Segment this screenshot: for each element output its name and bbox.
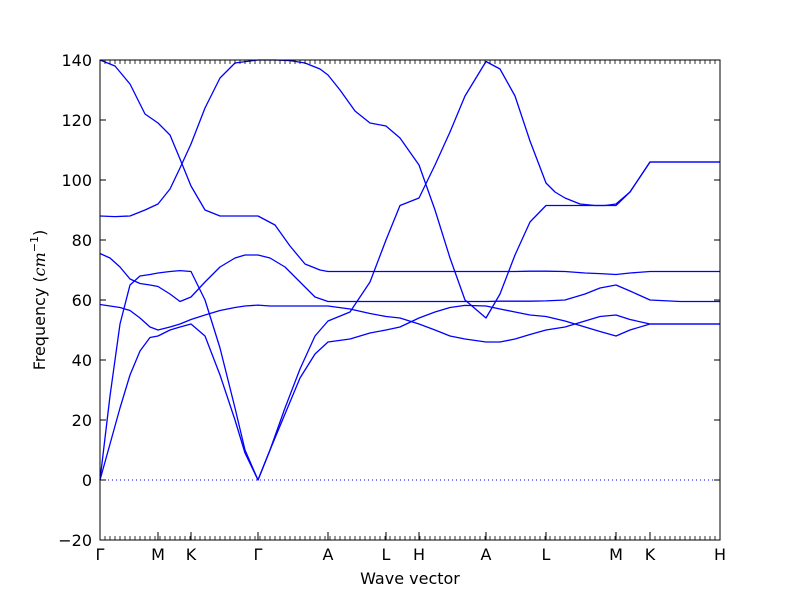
- x-tick-label: A: [481, 545, 492, 564]
- x-tick-label: L: [382, 545, 391, 564]
- series-layer: [99, 59, 720, 481]
- y-tick-label: 60: [72, 291, 92, 310]
- y-tick-label: 20: [72, 411, 92, 430]
- x-tick-label: K: [186, 545, 197, 564]
- band-1: [99, 59, 720, 276]
- x-tick-label: A: [323, 545, 334, 564]
- x-tick-label: M: [151, 545, 165, 564]
- x-tick-label: Γ: [254, 545, 263, 564]
- y-tick-label: 120: [61, 111, 92, 130]
- x-axis-label: Wave vector: [360, 569, 460, 588]
- x-tick-label: L: [542, 545, 551, 564]
- y-tick-label: −20: [58, 531, 92, 550]
- y-tick-label: 40: [72, 351, 92, 370]
- band-3: [99, 60, 720, 481]
- x-tick-label: K: [645, 545, 656, 564]
- x-tick-label: Γ: [96, 545, 105, 564]
- plot-frame: [99, 59, 721, 541]
- y-axis-label-text: Frequency: [30, 288, 49, 371]
- x-tick-label: M: [609, 545, 623, 564]
- y-axis-label-unit: cm: [30, 252, 49, 276]
- y-axis-label-unit-exp: −1: [28, 236, 41, 252]
- band-6: [99, 304, 720, 481]
- y-tick-label: 100: [61, 171, 92, 190]
- y-axis-label-close: ): [30, 230, 49, 236]
- x-tick-label: H: [413, 545, 425, 564]
- band-5: [99, 303, 720, 343]
- y-tick-label: 140: [61, 51, 92, 70]
- y-tick-label: 80: [72, 231, 92, 250]
- band-4: [99, 252, 720, 303]
- band-2: [99, 59, 720, 319]
- x-tick-label: H: [714, 545, 726, 564]
- tick-layer: −20 0 20 40 60 80 100 120 140 Γ M K Γ A L H A L M K H: [58, 51, 726, 564]
- y-tick-label: 0: [82, 471, 92, 490]
- y-axis-label: Frequency (cm−1): [28, 230, 49, 371]
